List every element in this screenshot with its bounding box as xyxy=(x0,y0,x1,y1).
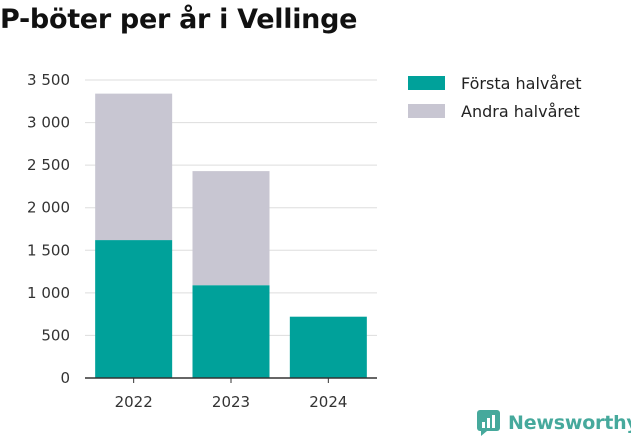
y-tick-label: 3 500 xyxy=(27,71,70,89)
y-tick-label: 1 000 xyxy=(27,284,70,302)
bar-andra-halvaret xyxy=(192,171,270,286)
legend-item-andra: Andra halvåret xyxy=(408,98,582,124)
legend: Första halvåret Andra halvåret xyxy=(408,70,582,126)
legend-label-forsta: Första halvåret xyxy=(461,73,582,93)
bar-andra-halvaret xyxy=(95,93,173,241)
legend-swatch-andra xyxy=(408,104,445,118)
x-tick-label: 2022 xyxy=(115,393,153,411)
x-tick-label: 2024 xyxy=(309,393,347,411)
y-tick-label: 2 500 xyxy=(27,156,70,174)
axes: 0 500 1 000 1 500 2 000 2 500 3 000 3 500 2022 20… xyxy=(27,71,377,411)
y-tick-label: 0 xyxy=(60,369,70,387)
chart-title: P-böter per år i Vellinge xyxy=(0,4,358,35)
legend-swatch-forsta xyxy=(408,76,445,90)
y-tick-label: 1 500 xyxy=(27,241,70,259)
brand: Newsworthy xyxy=(476,409,631,437)
bar-forsta-halvaret xyxy=(289,316,367,378)
bar-forsta-halvaret xyxy=(95,240,173,378)
y-tick-label: 3 000 xyxy=(27,114,70,132)
y-tick-label: 2 000 xyxy=(27,199,70,217)
legend-item-forsta: Första halvåret xyxy=(408,70,582,96)
brand-label: Newsworthy xyxy=(508,412,631,434)
newsworthy-logo-icon xyxy=(477,410,500,436)
legend-label-andra: Andra halvåret xyxy=(461,101,580,121)
y-tick-label: 500 xyxy=(41,326,70,344)
x-tick-label: 2023 xyxy=(212,393,250,411)
bars xyxy=(95,93,367,378)
bar-forsta-halvaret xyxy=(192,285,270,378)
